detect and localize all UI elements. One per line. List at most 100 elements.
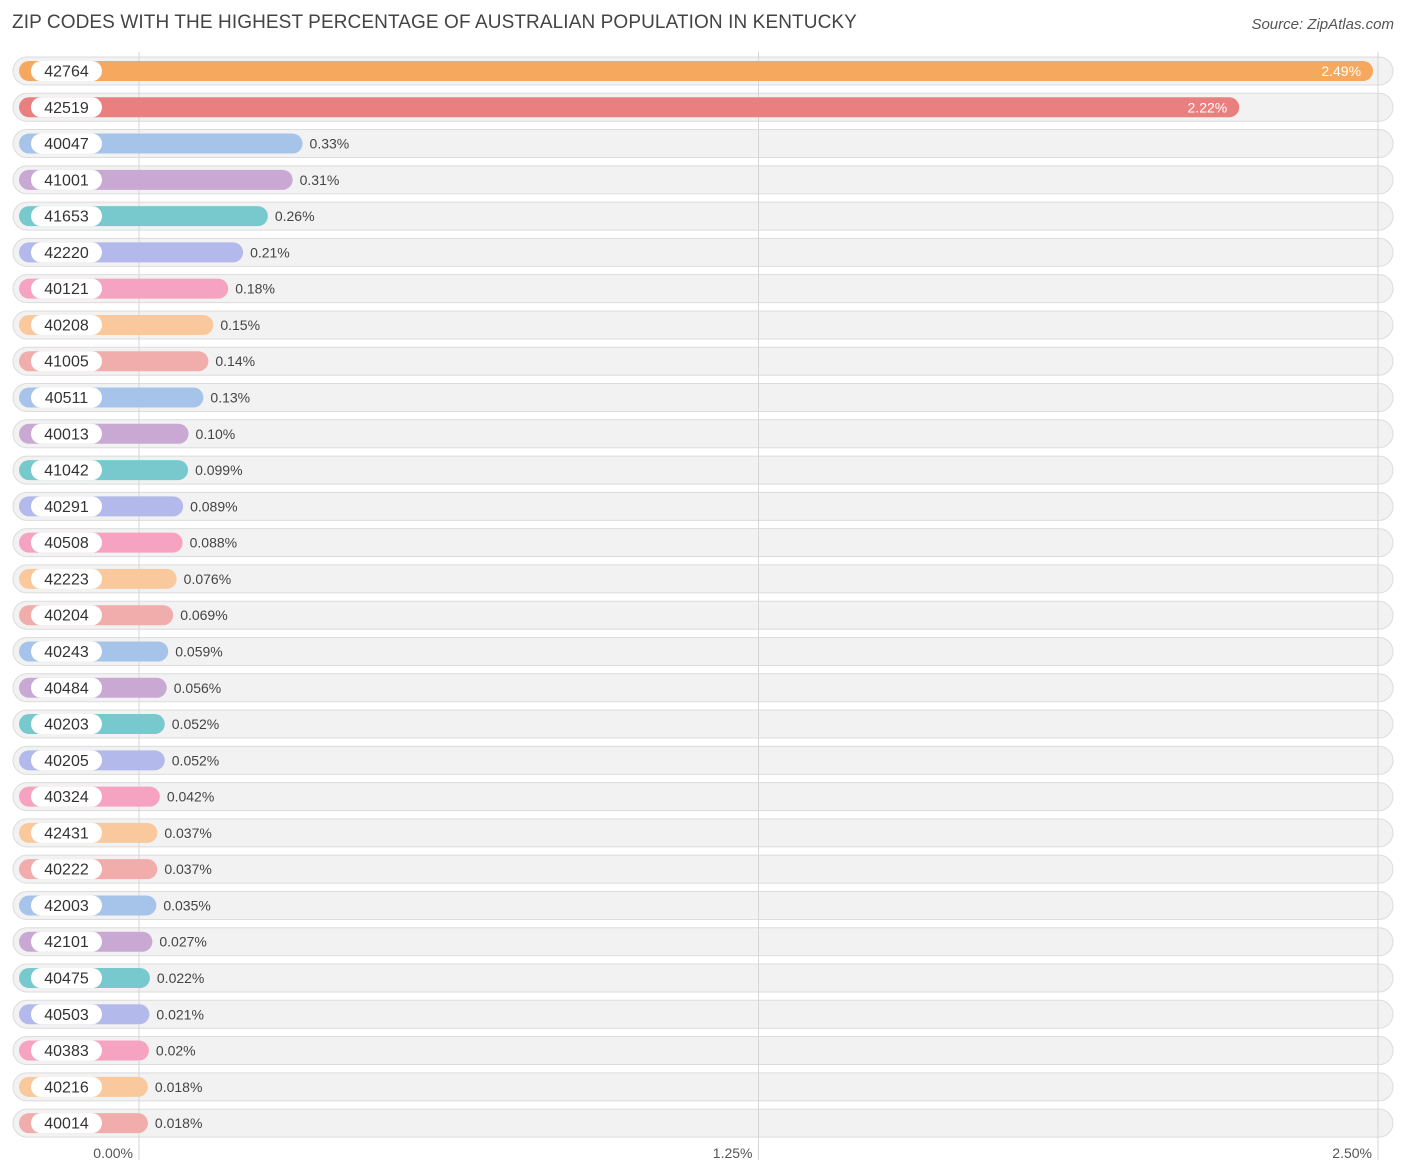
row-background [12, 201, 1394, 231]
category-label: 41042 [44, 463, 89, 480]
row-background [12, 528, 1394, 558]
category-pill [31, 605, 102, 626]
category-label: 40511 [45, 390, 88, 407]
row-background [12, 1036, 1394, 1066]
category-pill [31, 1004, 102, 1025]
value-label: 0.027% [159, 934, 206, 950]
category-pill [31, 460, 102, 481]
value-label: 0.037% [164, 861, 211, 877]
category-label: 41005 [44, 354, 89, 371]
row-background [12, 491, 1394, 521]
row-background [12, 673, 1394, 703]
category-pill [31, 822, 102, 843]
row-background [12, 745, 1394, 775]
category-pill [31, 714, 102, 735]
category-label: 40203 [44, 717, 89, 734]
value-label: 0.037% [164, 825, 211, 841]
value-label: 0.059% [175, 643, 222, 659]
bars: 42764 2.49% 42519 2.22% 40047 0.33% 41001 0.31%… [19, 61, 1374, 1134]
chart-title: ZIP CODES WITH THE HIGHEST PERCENTAGE OF… [12, 12, 857, 33]
category-label: 41001 [44, 172, 89, 189]
category-label: 42764 [44, 64, 89, 81]
category-label: 40013 [44, 426, 89, 443]
category-pill [31, 641, 102, 662]
category-pill [31, 387, 102, 408]
category-label: 42220 [44, 245, 89, 262]
row-background [12, 274, 1394, 304]
value-label: 0.02% [156, 1043, 196, 1059]
x-tick-label: 0.00% [93, 1145, 133, 1161]
x-tick-label: 1.25% [713, 1145, 753, 1161]
category-label: 41653 [44, 209, 89, 226]
row-background [12, 383, 1394, 413]
value-label: 0.018% [155, 1079, 202, 1095]
value-label: 0.018% [155, 1115, 202, 1131]
value-label: 0.13% [210, 390, 250, 406]
category-label: 42003 [44, 898, 89, 915]
category-pill [31, 968, 102, 988]
value-label: 0.076% [184, 571, 231, 587]
category-pill [31, 1076, 102, 1097]
category-pill [31, 568, 102, 589]
value-label: 0.10% [196, 426, 236, 442]
value-label: 0.052% [172, 752, 219, 768]
category-label: 42223 [44, 571, 89, 588]
value-label: 2.22% [1188, 99, 1228, 115]
row-background [12, 564, 1394, 594]
value-label: 2.49% [1321, 63, 1361, 79]
category-pill [31, 786, 102, 807]
row-backgrounds [12, 56, 1394, 1138]
row-background [12, 636, 1394, 666]
category-pill [31, 133, 102, 154]
category-label: 40503 [44, 1007, 89, 1024]
category-pill [31, 206, 102, 227]
category-label: 40216 [44, 1079, 89, 1096]
category-pill [31, 242, 102, 263]
category-pill [31, 61, 102, 81]
category-pill [31, 314, 102, 335]
value-label: 0.26% [275, 208, 315, 224]
value-label: 0.088% [190, 535, 237, 551]
category-pill [31, 169, 102, 190]
category-label: 40291 [44, 499, 89, 516]
row-background [12, 346, 1394, 376]
value-label: 0.31% [300, 172, 340, 188]
category-pill [31, 1113, 102, 1134]
value-label: 0.089% [190, 498, 237, 514]
category-label: 40243 [44, 644, 89, 661]
category-label: 40205 [44, 753, 89, 770]
row-background [12, 709, 1394, 739]
value-label: 0.056% [174, 680, 221, 696]
category-label: 40475 [44, 971, 89, 988]
category-label: 42431 [44, 825, 89, 842]
row-background [12, 1108, 1394, 1138]
category-label: 40508 [44, 535, 89, 552]
category-pill [31, 97, 102, 118]
category-pill [31, 859, 102, 880]
value-label: 0.022% [157, 970, 204, 986]
category-label: 40047 [44, 136, 89, 153]
category-label: 40121 [44, 281, 89, 298]
category-pill [31, 532, 102, 553]
row-background [12, 237, 1394, 267]
row-background [12, 999, 1394, 1029]
category-label: 40208 [44, 317, 89, 334]
category-label: 40383 [44, 1043, 89, 1060]
row-background [12, 927, 1394, 957]
value-label: 0.042% [167, 789, 214, 805]
category-label: 40014 [44, 1116, 89, 1133]
category-label: 42519 [44, 100, 89, 117]
row-background [12, 854, 1394, 884]
category-label: 42101 [44, 934, 89, 951]
category-pill [31, 677, 102, 698]
source-note: Source: ZipAtlas.com [1251, 16, 1394, 33]
value-label: 0.14% [215, 353, 255, 369]
row-background [12, 1072, 1394, 1102]
category-label: 40222 [44, 862, 89, 879]
row-background [12, 890, 1394, 920]
category-pill [31, 423, 102, 444]
row-background [12, 600, 1394, 630]
category-label: 40324 [44, 789, 89, 806]
category-label: 40204 [44, 608, 89, 625]
category-pill [31, 1040, 102, 1061]
